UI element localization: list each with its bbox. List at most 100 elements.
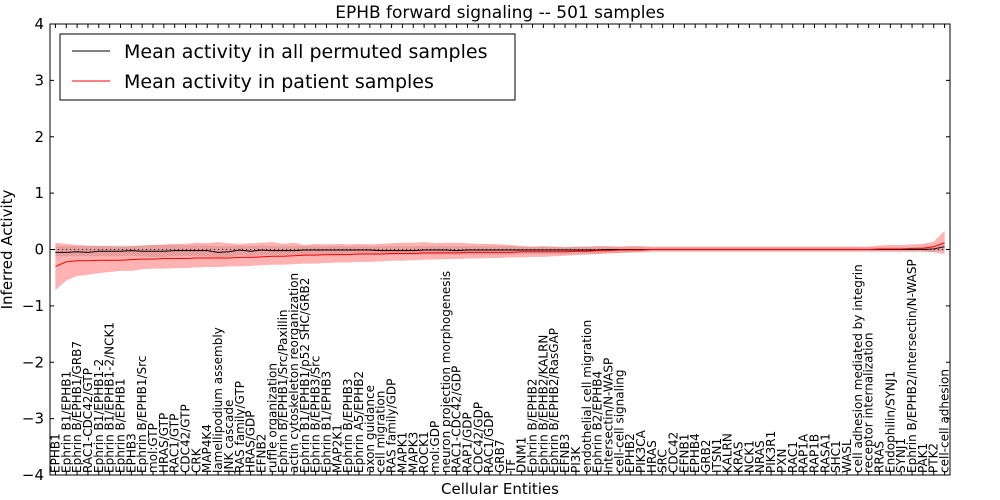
entity-label: ITSN1	[710, 438, 724, 473]
entity-label: RAC1-CDC42/GTP	[81, 368, 95, 473]
entity-label: MAPK3	[406, 432, 420, 473]
entity-label: DNM1	[515, 437, 529, 473]
y-tick-label: 3	[34, 71, 44, 89]
entity-label: Ephrin B1/EPHB1-2/NCK1	[103, 322, 117, 473]
entity-label: EPHB3	[124, 433, 138, 473]
entity-label: receptor internalization	[862, 333, 876, 473]
entity-label: Ephrin B/EPHB3/Src	[309, 356, 323, 473]
entity-label: SRC	[656, 449, 670, 473]
entity-label: mol:GDP	[428, 421, 442, 473]
x-axis	[54, 24, 946, 475]
entity-label: MAP2K1	[330, 424, 344, 473]
y-tick-label: 0	[34, 241, 44, 259]
entity-label: endothelial cell migration	[580, 320, 594, 473]
entity-label: Endophilin/SYNJ1	[883, 371, 897, 473]
entity-label: cell-cell adhesion	[938, 369, 952, 473]
entity-label: Intersectin/N-WASP	[601, 358, 615, 473]
entity-label: GRB7	[493, 439, 507, 473]
entity-label: EPHB2	[623, 433, 637, 473]
y-tick-label: 1	[34, 184, 44, 202]
patient-mean-line	[55, 242, 945, 267]
entity-label: RAC1-CDC42/GDP	[450, 366, 464, 473]
y-tick-label: −1	[22, 297, 44, 315]
entity-label: HRAS/GTP	[157, 413, 171, 473]
plot-area	[50, 230, 950, 291]
entity-label: Ephrin B/EPHB3	[341, 379, 355, 473]
patient-band	[55, 230, 945, 291]
entity-label: RAS family/GDP	[385, 379, 399, 473]
entity-label: PXN	[775, 449, 789, 473]
entity-label: Ephrin B1/EPHB3	[320, 371, 334, 473]
entity-label: Ephrin B/EPHB1/Src	[135, 356, 149, 473]
entity-label: RAS family/GTP	[233, 381, 247, 473]
entity-label: HRAS/GDP	[244, 410, 258, 473]
entity-label: MAPK1	[395, 432, 409, 473]
entity-label: PI3K	[569, 446, 583, 473]
y-axis-label: Inferred Activity	[0, 189, 16, 309]
entity-label: Ephrin B2/EPHB4	[591, 371, 605, 473]
entity-label: Ephrin B/EPHB2/Intersectin/N-WASP	[905, 259, 919, 473]
y-tick-label: 2	[34, 128, 44, 146]
entity-label: RAP1/GDP	[460, 412, 474, 473]
entity-label: ruffle organization	[265, 363, 279, 473]
entity-label: Ephrin B1/EPHB1-2	[92, 359, 106, 473]
entity-label: WASL	[840, 439, 854, 473]
entity-label: RAP1A	[797, 433, 811, 473]
entity-label: RAP1B	[807, 434, 821, 473]
entity-label: Ephrin B/EPHB1/Src/Paxillin	[276, 309, 290, 473]
entity-label: KRAS	[732, 441, 746, 473]
entity-label: mol:GTP	[146, 423, 160, 473]
legend-box	[59, 33, 516, 101]
y-tick-label: −3	[22, 410, 44, 428]
entity-label: CDC42/GDP	[471, 402, 485, 473]
entity-label: PAK1	[916, 443, 930, 473]
entity-label: TF	[504, 459, 518, 474]
entity-label: HRAS	[645, 440, 659, 473]
entity-label: Ephrin A5/EPHB2	[352, 371, 366, 473]
entity-label: cell adhesion mediated by integrin	[851, 264, 865, 473]
chart-title: EPHB forward signaling -- 501 samples	[335, 3, 665, 23]
legend-label-permuted: Mean activity in all permuted samples	[124, 41, 487, 63]
entity-label: cell migration	[374, 391, 388, 473]
entity-label: PIK3R1	[764, 431, 778, 473]
entity-label: SHC1	[829, 440, 843, 473]
entity-label: axon guidance	[363, 385, 377, 473]
entity-label: Ephrin B/EPHB1/GRB7	[70, 341, 84, 473]
entity-label: NCK1	[742, 440, 756, 473]
y-tick-label: −4	[22, 466, 44, 484]
entity-label: RAC1/GTP	[168, 414, 182, 473]
entity-label: RAC1	[786, 441, 800, 473]
entity-label: SYNJ1	[894, 438, 908, 473]
entity-label: EFNB1	[677, 434, 691, 473]
entity-label: MAP4K4	[200, 424, 214, 473]
entity-label: RASA1	[818, 433, 832, 473]
entity-label: EFNB3	[558, 434, 572, 473]
entity-label: EPHB4	[688, 433, 702, 473]
entity-label: Ephrin B/EPHB1	[113, 379, 127, 473]
entity-label: PTK2	[927, 443, 941, 473]
entity-label: neuron projection morphogenesis	[439, 271, 453, 473]
y-axis: 4 3 2 1 0 −1 −2 −3 −4	[22, 15, 950, 484]
y-tick-label: 4	[34, 15, 44, 33]
entity-label: Ephrin B1/EPHB1	[59, 371, 73, 473]
entity-label: GRB2	[699, 439, 713, 473]
entity-label: PIK3CA	[634, 429, 648, 473]
entity-label: actin cytoskeleton reorganization	[287, 273, 301, 473]
entity-label: KALRN	[721, 433, 735, 473]
entity-label: EFNB2	[254, 434, 268, 473]
entity-label: Ephrin B/EPHB2/KALRN	[536, 335, 550, 473]
entity-label: Ephrin B/EPHB2/RasGAP	[547, 328, 561, 473]
entity-label: lamellipodium assembly	[211, 327, 225, 473]
legend: Mean activity in all permuted samples Me…	[59, 33, 516, 101]
entity-label: cell-cell signaling	[612, 370, 626, 474]
legend-label-patient: Mean activity in patient samples	[124, 71, 434, 93]
entity-label: RRAS	[873, 441, 887, 473]
entity-label: ROCK1	[417, 431, 431, 473]
entity-label: CRK	[189, 447, 203, 473]
entity-label: EPHB1	[48, 433, 62, 473]
entity-label: RAC1/GDP	[482, 411, 496, 473]
x-axis-label: Cellular Entities	[441, 480, 559, 498]
entity-label: Ephrin B1/EPHB1/p52 SHC/GRB2	[298, 278, 312, 473]
